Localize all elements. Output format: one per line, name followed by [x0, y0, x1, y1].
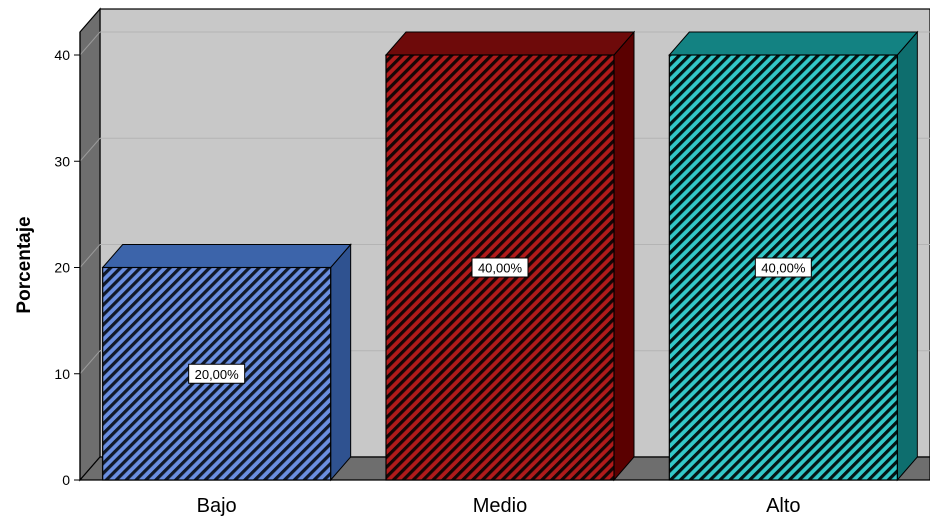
grid-line-side — [79, 31, 101, 56]
x-axis: Bajo Medio Alto — [197, 495, 801, 516]
grid-line-side — [79, 244, 101, 268]
data-label-box — [188, 363, 246, 384]
y-tick-label: 30 — [54, 153, 70, 169]
data-label-box — [471, 257, 529, 278]
bar-side — [330, 243, 352, 482]
x-tick-label: Bajo — [197, 495, 237, 516]
bar-top — [668, 31, 919, 56]
bar-top — [384, 31, 636, 56]
grid-line-side — [79, 350, 101, 375]
data-label: 20,00% — [195, 367, 240, 382]
bar-medio: 40,00% — [384, 30, 636, 482]
y-tick-label: 20 — [54, 260, 70, 276]
bar-bajo: 20,00% — [101, 243, 352, 482]
y-axis-title: Porcentaje — [14, 216, 35, 313]
bar-side — [896, 30, 918, 482]
bars: 20,00% 40,00% 40,00% — [101, 30, 919, 482]
x-tick-label: Alto — [766, 495, 800, 516]
y-axis: 0 10 20 30 40 — [54, 32, 81, 488]
data-label: 40,00% — [478, 261, 523, 276]
y-tick-label: 10 — [54, 366, 70, 382]
side-wall — [79, 7, 101, 482]
bar-side — [613, 30, 635, 482]
bar-top — [101, 244, 352, 268]
y-tick-label: 40 — [54, 47, 70, 63]
bar-alto: 40,00% — [668, 30, 919, 482]
y-tick-label: 0 — [62, 472, 70, 488]
bar-front — [385, 54, 615, 481]
grid-line-side — [79, 137, 101, 162]
data-label: 40,00% — [761, 261, 806, 276]
data-label-box — [754, 257, 812, 278]
x-tick-label: Medio — [473, 495, 527, 516]
